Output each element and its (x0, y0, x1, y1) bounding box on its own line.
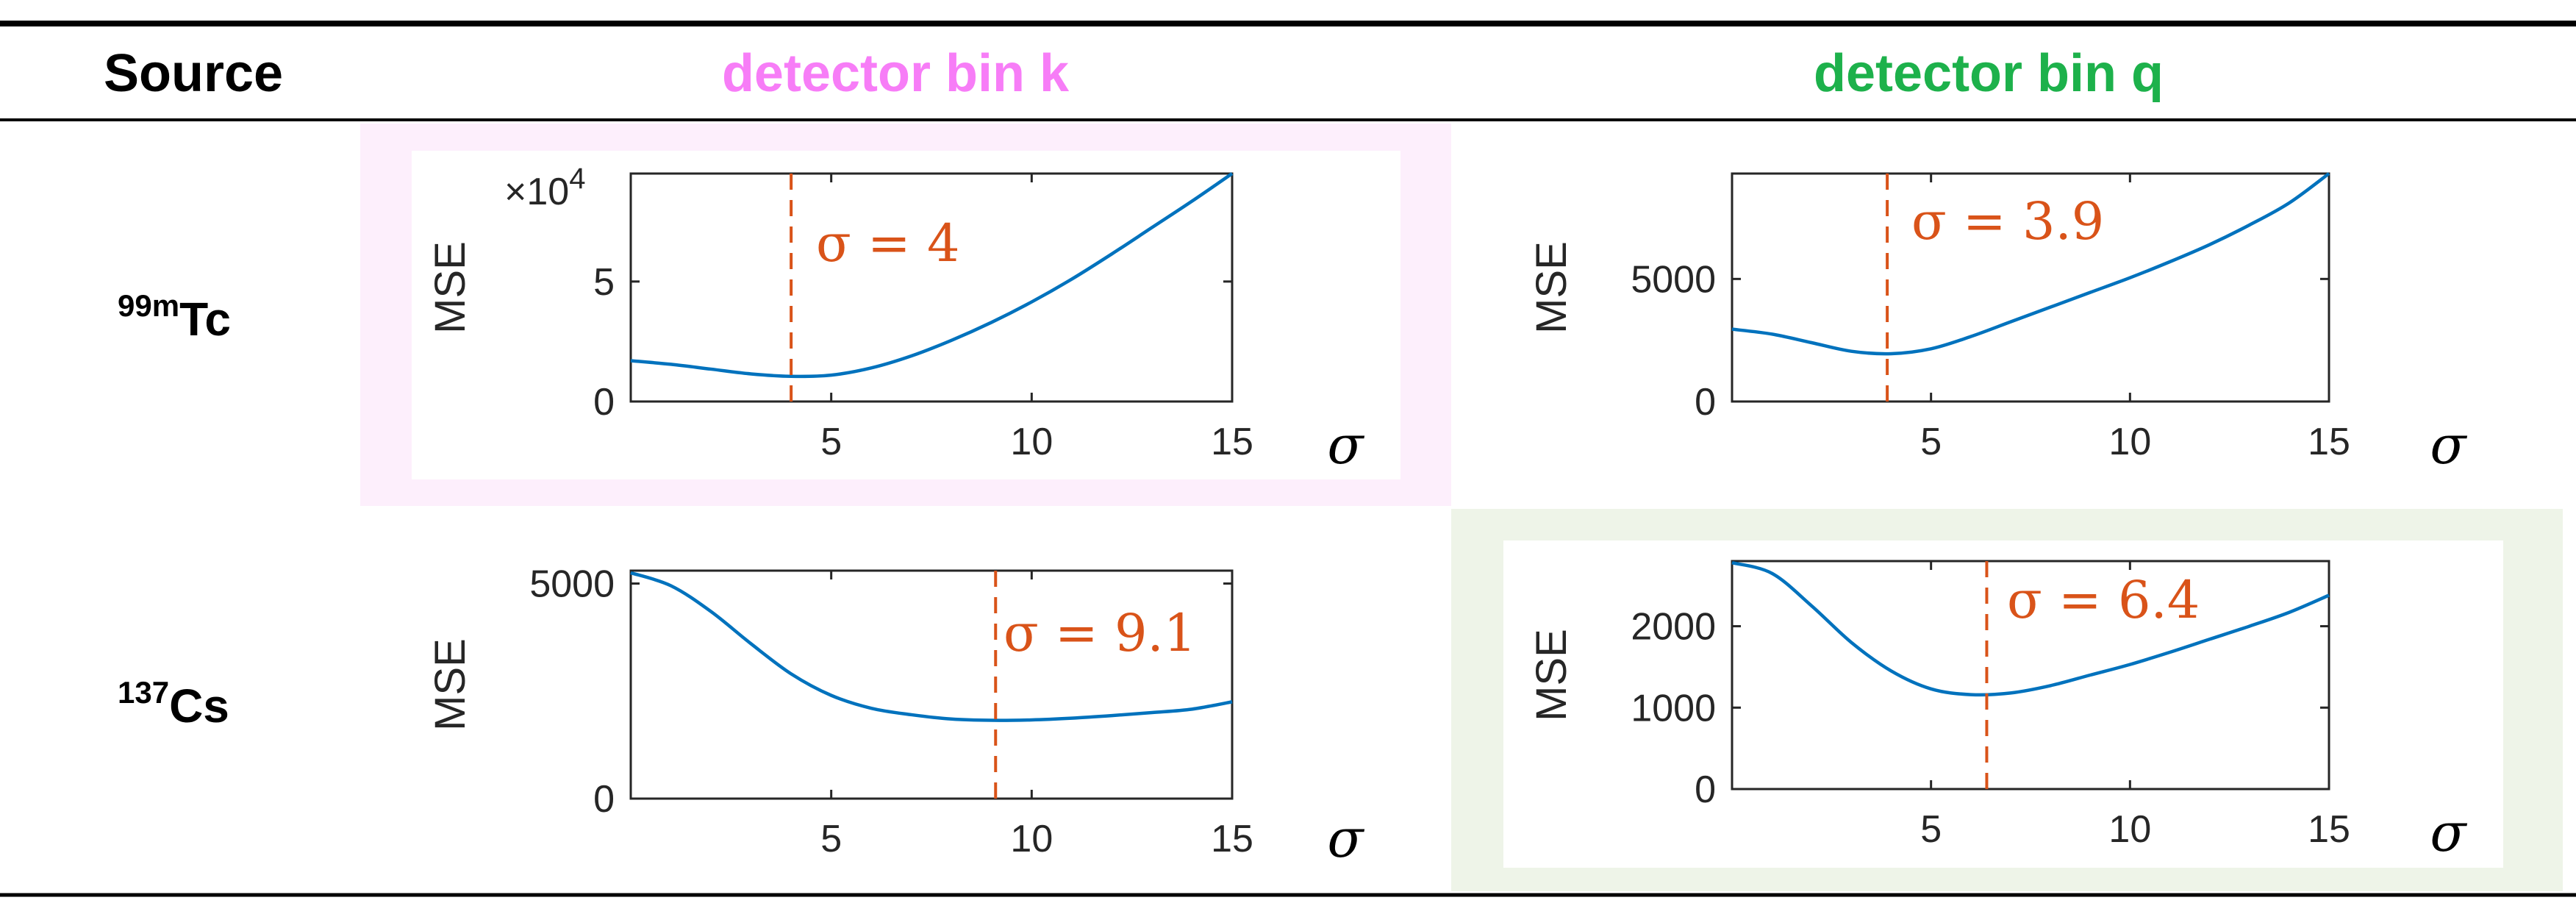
y-tick-label: 5 (593, 261, 615, 304)
mse-curve (1731, 561, 2330, 697)
axes-box (1731, 172, 2330, 403)
x-axis-sigma-label: σ (1327, 414, 1364, 476)
plot-panel-tc-bin-k (412, 151, 1400, 479)
x-axis-sigma-label: σ (2430, 802, 2467, 863)
row-label-tc: 99mTc (118, 288, 231, 346)
x-tick-label: 10 (2108, 808, 2151, 851)
y-axis-label: MSE (426, 241, 474, 334)
x-tick-label: 5 (820, 421, 842, 463)
y-tick-label: 5000 (1631, 258, 1716, 301)
mse-curve (630, 571, 1233, 722)
mse-curve (630, 172, 1234, 379)
y-tick-label: 0 (1695, 768, 1716, 811)
plot-panel-cs-bin-q (1503, 540, 2503, 868)
optimal-sigma-annotation: σ = 3.9 (1911, 191, 2104, 251)
x-tick-label: 15 (2308, 421, 2350, 463)
y-tick-label: 1000 (1631, 687, 1716, 729)
row-label-cs-mass: 137 (118, 675, 169, 710)
x-tick-label: 5 (1920, 421, 1942, 463)
mse-curve (1731, 172, 2330, 356)
header-source: Source (104, 44, 283, 103)
header-detector-bin-q: detector bin q (1814, 44, 2164, 103)
y-axis-label: MSE (426, 638, 474, 731)
axes-box (629, 172, 1234, 403)
axes-box (629, 569, 1234, 800)
x-axis-sigma-label: σ (1327, 807, 1364, 869)
chart-tc-bin-k: 5 10 15 0 5 MSE ×104 σ σ = 4 (426, 163, 1364, 476)
y-tick-label: 2000 (1631, 606, 1716, 649)
row-label-cs: 137Cs (118, 675, 229, 732)
x-tick-label: 5 (1920, 808, 1942, 851)
y-axis-exponent-power: 4 (569, 163, 585, 195)
x-tick-label: 5 (820, 818, 842, 860)
chart-cs-bin-k: 5 10 15 0 5000 MSE σ σ = 9.1 (426, 563, 1364, 869)
row-label-tc-mass: 99m (118, 288, 179, 323)
optimal-sigma-annotation: σ = 9.1 (1003, 603, 1196, 663)
y-axis-exponent: ×104 (504, 163, 585, 213)
x-axis-sigma-label: σ (2430, 414, 2467, 476)
optimal-sigma-annotation: σ = 4 (816, 213, 959, 274)
optimal-sigma-annotation: σ = 6.4 (2007, 570, 2200, 630)
x-tick-label: 10 (2108, 421, 2151, 463)
x-tick-label: 10 (1010, 421, 1053, 463)
y-axis-label: MSE (1528, 629, 1575, 721)
x-tick-label: 15 (1211, 818, 1253, 860)
y-tick-label: 0 (1695, 381, 1716, 424)
axes-box (1731, 560, 2330, 791)
y-tick-label: 0 (593, 381, 615, 424)
x-tick-label: 15 (1211, 421, 1253, 463)
chart-tc-bin-q: 5 10 15 0 5000 MSE σ σ = 3.9 (1528, 172, 2467, 476)
x-tick-label: 10 (1010, 818, 1053, 860)
y-axis-label: MSE (1528, 241, 1575, 334)
x-tick-label: 15 (2308, 808, 2350, 851)
chart-cs-bin-q: 5 10 15 0 1000 2000 MSE σ σ = 6.4 (1528, 560, 2467, 863)
y-tick-label: 5000 (529, 563, 615, 606)
row-label-tc-element: Tc (179, 293, 231, 346)
row-label-cs-element: Cs (169, 679, 229, 732)
header-detector-bin-k: detector bin k (722, 44, 1070, 103)
y-tick-label: 0 (593, 778, 615, 821)
